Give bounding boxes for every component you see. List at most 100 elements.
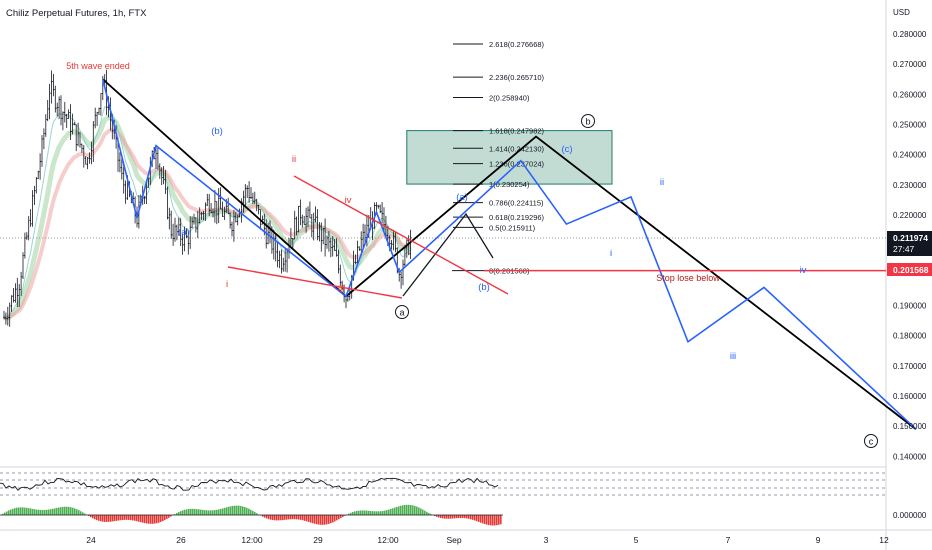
price-tick-label: 0.260000 <box>893 90 927 99</box>
momentum-bar <box>236 505 238 515</box>
moving-averages <box>3 106 412 321</box>
momentum-bar <box>364 510 366 515</box>
momentum-bar <box>300 515 302 520</box>
momentum-bar <box>8 510 10 515</box>
momentum-bar <box>424 510 426 515</box>
target-zone <box>406 130 613 185</box>
momentum-bar <box>486 515 488 525</box>
momentum-bar <box>94 515 96 520</box>
momentum-bar <box>70 507 72 515</box>
momentum-bar <box>12 508 14 515</box>
momentum-bar <box>28 508 30 515</box>
momentum-bar <box>384 510 386 515</box>
momentum-bar <box>26 507 28 515</box>
momentum-bar <box>192 508 194 515</box>
momentum-bar <box>226 507 228 515</box>
momentum-bar <box>252 510 254 515</box>
momentum-bar <box>386 510 388 515</box>
chart-title: Chiliz Perpetual Futures, 1h, FTX <box>6 8 147 19</box>
momentum-bar <box>160 515 162 522</box>
momentum-bar <box>438 515 440 518</box>
momentum-bar <box>334 515 336 522</box>
momentum-bar <box>374 511 376 515</box>
momentum-bar <box>354 511 356 515</box>
momentum-bar <box>140 515 142 523</box>
momentum-bar <box>380 511 382 515</box>
momentum-bar <box>352 511 354 515</box>
momentum-bar <box>168 515 170 518</box>
momentum-bar <box>498 515 500 525</box>
momentum-bar <box>114 515 116 522</box>
momentum-bar <box>480 515 482 523</box>
currency-label: USD <box>893 8 910 17</box>
blue-wave-iii-label: iii <box>730 351 736 362</box>
momentum-bar <box>146 515 148 524</box>
momentum-bar <box>284 515 286 520</box>
momentum-bar <box>190 508 192 515</box>
price-tick-label: 0.280000 <box>893 30 927 39</box>
blue-wave-a-label-2: (a) <box>456 192 468 203</box>
momentum-bar <box>426 511 428 515</box>
momentum-bar <box>474 515 476 521</box>
oscillator-pane <box>0 472 886 526</box>
momentum-bar <box>458 515 460 519</box>
momentum-bar <box>460 515 462 519</box>
momentum-bar <box>312 515 314 524</box>
momentum-bar <box>482 515 484 524</box>
time-tick-label: 2 <box>0 535 1 545</box>
blue-wave-i-label: i <box>610 248 612 259</box>
fib-level-label: 1.618(0.247982) <box>489 127 545 136</box>
momentum-bar <box>342 515 344 517</box>
momentum-bar <box>206 510 208 515</box>
momentum-bar <box>34 509 36 515</box>
momentum-bar <box>22 507 24 515</box>
price-tick-label: 0.270000 <box>893 60 927 69</box>
fib-level-label: 1(0.230254) <box>489 180 530 189</box>
momentum-bar <box>264 515 266 518</box>
momentum-bar <box>414 505 416 515</box>
blue-wave-b-label-2: (b) <box>478 282 490 293</box>
momentum-bar <box>430 514 432 515</box>
momentum-bar <box>66 506 68 515</box>
momentum-bar <box>250 509 252 515</box>
momentum-bar <box>270 515 272 520</box>
momentum-bar <box>64 506 66 515</box>
momentum-bar <box>292 515 294 520</box>
momentum-bar <box>478 515 480 522</box>
momentum-bar <box>418 507 420 515</box>
momentum-bar <box>492 515 494 526</box>
black-wave-a-label: a <box>399 308 404 318</box>
price-tick-label: 0.160000 <box>893 392 927 401</box>
momentum-bar <box>404 504 406 515</box>
momentum-bar <box>376 511 378 515</box>
momentum-bar <box>382 510 384 515</box>
time-tick-label: 24 <box>86 535 96 545</box>
momentum-bar <box>60 507 62 515</box>
momentum-bar <box>402 505 404 515</box>
time-axis: 2 24 26 12:00 29 12:00 Sep 3 5 7 9 12 <box>0 535 889 545</box>
momentum-bar <box>322 515 324 525</box>
momentum-bar <box>340 515 342 519</box>
momentum-bar <box>272 515 274 521</box>
momentum-bar <box>20 507 22 515</box>
fib-level-label: 0.786(0.224115) <box>489 199 544 208</box>
momentum-bar <box>196 509 198 515</box>
momentum-bar <box>310 515 312 523</box>
momentum-bar <box>326 515 328 525</box>
momentum-bar <box>360 510 362 515</box>
momentum-bar <box>30 508 32 515</box>
momentum-bar <box>78 510 80 515</box>
momentum-bar <box>14 508 16 515</box>
momentum-bar <box>136 515 138 522</box>
momentum-bar <box>82 512 84 515</box>
momentum-bar <box>330 515 332 524</box>
momentum-bar <box>358 510 360 515</box>
momentum-bar <box>124 515 126 520</box>
momentum-bar <box>102 515 104 522</box>
wave-lines <box>102 78 917 430</box>
momentum-bar <box>108 515 110 522</box>
momentum-bar <box>442 515 444 519</box>
circled-wave-marker <box>864 434 878 448</box>
momentum-bar <box>362 510 364 515</box>
